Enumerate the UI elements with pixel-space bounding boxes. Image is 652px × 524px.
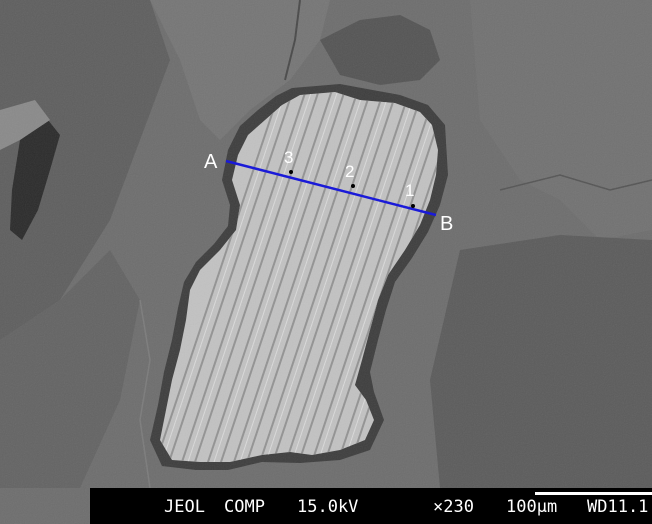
analysis-point-1 xyxy=(411,204,415,208)
analysis-point-3 xyxy=(289,170,293,174)
label-b: B xyxy=(440,213,453,235)
scale-label: 100µm xyxy=(506,497,558,517)
label-point-2: 2 xyxy=(345,162,354,181)
magnification-label: ×230 xyxy=(433,497,474,517)
label-point-3: 3 xyxy=(284,148,293,167)
label-a: A xyxy=(204,151,218,173)
analysis-point-2 xyxy=(351,184,355,188)
scale-bar xyxy=(535,492,652,495)
voltage-label: 15.0kV xyxy=(297,497,359,517)
instrument-label: JEOL xyxy=(164,497,205,517)
working-distance-label: WD11.1 xyxy=(587,497,649,517)
traverse-line xyxy=(225,159,437,217)
label-point-1: 1 xyxy=(405,181,414,200)
info-bar: JEOL COMP 15.0kV ×230 100µm WD11.1 xyxy=(90,488,652,524)
mode-label: COMP xyxy=(224,497,265,517)
